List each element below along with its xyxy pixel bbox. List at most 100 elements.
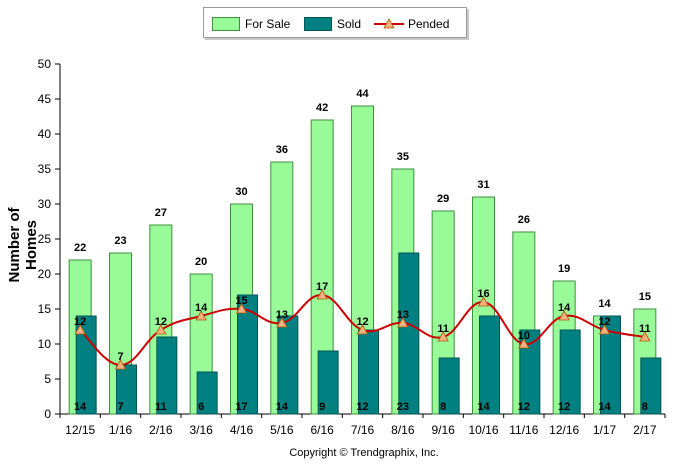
data-label-pended: 11 bbox=[639, 323, 651, 335]
y-tick-label: 5 bbox=[44, 372, 51, 386]
data-label-for-sale: 26 bbox=[518, 214, 530, 226]
data-label-pended: 14 bbox=[558, 302, 571, 314]
data-label-sold: 8 bbox=[440, 401, 446, 413]
data-label-pended: 12 bbox=[74, 316, 86, 328]
data-label-pended: 14 bbox=[195, 302, 208, 314]
legend-label-pended: Pended bbox=[408, 17, 450, 31]
data-label-sold: 8 bbox=[642, 401, 648, 413]
x-tick-label: 6/16 bbox=[310, 423, 334, 437]
pended-marker bbox=[598, 324, 611, 335]
data-label-sold: 12 bbox=[518, 401, 530, 413]
data-label-for-sale: 35 bbox=[397, 151, 409, 163]
pended-marker bbox=[155, 324, 167, 335]
data-label-for-sale: 27 bbox=[155, 207, 167, 219]
pended-marker bbox=[235, 303, 248, 314]
data-label-pended: 10 bbox=[518, 330, 530, 342]
x-tick-label: 10/16 bbox=[468, 423, 498, 437]
data-label-sold: 17 bbox=[235, 401, 247, 413]
data-label-pended: 13 bbox=[397, 309, 409, 321]
pended-marker bbox=[518, 338, 530, 349]
x-tick-label: 5/16 bbox=[270, 423, 294, 437]
data-label-sold: 14 bbox=[477, 401, 490, 413]
y-tick-label: 25 bbox=[38, 232, 52, 246]
bar-sold bbox=[559, 329, 581, 415]
x-tick-label: 8/16 bbox=[391, 423, 415, 437]
pended-marker bbox=[316, 289, 328, 300]
data-label-pended: 16 bbox=[477, 288, 489, 300]
pended-marker bbox=[276, 317, 288, 328]
data-label-for-sale: 20 bbox=[195, 256, 207, 268]
bar-sold bbox=[237, 294, 258, 415]
x-tick-label: 12/15 bbox=[65, 423, 95, 437]
bar-sold bbox=[519, 329, 541, 415]
pended-marker bbox=[397, 317, 409, 328]
data-label-sold: 12 bbox=[558, 401, 570, 413]
bar-sold bbox=[358, 329, 379, 415]
data-label-for-sale: 15 bbox=[639, 291, 651, 303]
sold-swatch bbox=[304, 17, 332, 31]
data-label-for-sale: 29 bbox=[437, 193, 449, 205]
pended-marker bbox=[477, 296, 490, 307]
legend-item-for-sale: For Sale bbox=[212, 16, 290, 32]
y-axis-title: Number of Homes bbox=[6, 207, 40, 283]
x-tick-label: 1/17 bbox=[593, 423, 617, 437]
legend-item-pended: Pended bbox=[374, 16, 449, 32]
bar-sold bbox=[75, 315, 97, 415]
pended-marker bbox=[356, 324, 369, 335]
x-tick-label: 7/16 bbox=[351, 423, 375, 437]
data-label-pended: 12 bbox=[155, 316, 167, 328]
data-label-pended: 12 bbox=[356, 316, 368, 328]
x-tick-label: 12/16 bbox=[549, 423, 579, 437]
data-label-for-sale: 23 bbox=[114, 235, 126, 247]
legend-item-sold: Sold bbox=[304, 16, 361, 32]
x-tick-label: 2/17 bbox=[633, 423, 657, 437]
bar-sold bbox=[317, 350, 339, 415]
data-label-sold: 14 bbox=[74, 401, 87, 413]
bar-sold bbox=[438, 357, 460, 415]
pended-marker bbox=[639, 331, 651, 342]
data-label-pended: 7 bbox=[117, 351, 123, 363]
data-label-for-sale: 30 bbox=[235, 186, 247, 198]
y-tick-label: 40 bbox=[38, 127, 52, 141]
legend: For Sale Sold Pended bbox=[203, 7, 467, 38]
y-tick-label: 0 bbox=[44, 407, 51, 421]
x-tick-label: 11/16 bbox=[509, 423, 538, 437]
data-label-pended: 12 bbox=[598, 316, 610, 328]
y-tick-label: 10 bbox=[38, 337, 52, 351]
legend-label-sold: Sold bbox=[337, 17, 362, 31]
y-tick-label: 30 bbox=[38, 197, 52, 211]
data-label-for-sale: 22 bbox=[74, 242, 86, 254]
data-label-sold: 11 bbox=[155, 401, 167, 413]
data-label-sold: 14 bbox=[598, 401, 611, 413]
data-label-sold: 14 bbox=[276, 401, 289, 413]
data-label-for-sale: 44 bbox=[356, 88, 369, 100]
bar-sold bbox=[156, 336, 178, 415]
copyright-text: Copyright © Trendgraphix, Inc. bbox=[289, 447, 439, 459]
for-sale-swatch bbox=[212, 17, 240, 31]
x-tick-label: 1/16 bbox=[109, 423, 133, 437]
y-tick-label: 35 bbox=[38, 162, 52, 176]
x-tick-label: 9/16 bbox=[431, 423, 455, 437]
data-label-sold: 23 bbox=[397, 401, 409, 413]
data-label-for-sale: 14 bbox=[598, 298, 611, 310]
y-tick-label: 45 bbox=[38, 92, 52, 106]
data-label-sold: 7 bbox=[117, 401, 123, 413]
y-tick-label: 20 bbox=[38, 267, 52, 281]
pended-marker bbox=[195, 310, 207, 321]
data-label-pended: 13 bbox=[276, 309, 288, 321]
pended-marker bbox=[114, 359, 127, 370]
data-label-for-sale: 36 bbox=[276, 144, 288, 156]
x-tick-label: 3/16 bbox=[189, 423, 213, 437]
y-tick-label: 50 bbox=[38, 57, 52, 71]
legend-label-for-sale: For Sale bbox=[245, 17, 291, 31]
bar-sold bbox=[196, 371, 218, 415]
data-label-sold: 12 bbox=[356, 401, 368, 413]
data-label-for-sale: 19 bbox=[558, 263, 570, 275]
data-label-pended: 15 bbox=[235, 295, 247, 307]
bar-sold bbox=[640, 357, 662, 415]
bar-sold bbox=[398, 252, 420, 415]
bar-sold bbox=[116, 364, 137, 415]
pended-marker bbox=[437, 331, 449, 342]
pended-swatch bbox=[374, 18, 404, 29]
